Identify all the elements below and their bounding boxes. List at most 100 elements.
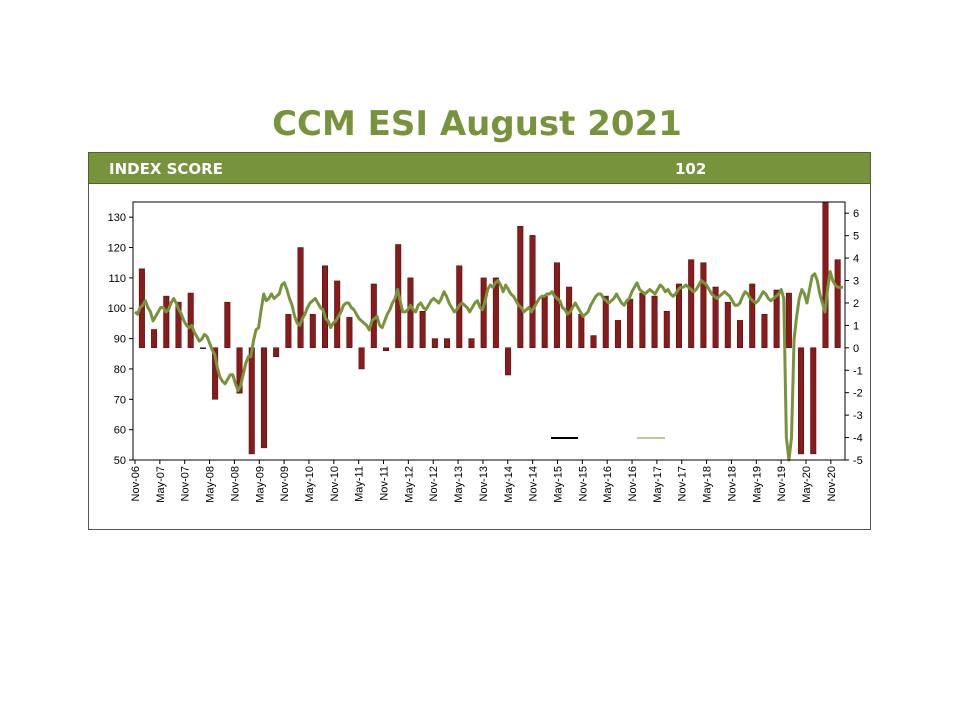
x-tick-label: May-15 xyxy=(552,466,564,503)
bar xyxy=(431,338,438,348)
right-tick-label: 2 xyxy=(853,298,859,310)
x-tick-label: Nov-06 xyxy=(130,466,142,501)
x-tick-label: May-12 xyxy=(403,466,415,503)
bar xyxy=(151,329,158,348)
x-tick-label: May-19 xyxy=(751,466,763,503)
bar xyxy=(578,314,585,348)
right-tick-label: 6 xyxy=(853,208,859,220)
bar xyxy=(798,347,805,455)
bar xyxy=(602,295,609,348)
chart-frame: 50 60 70 80 90 100 110 120 130 -5 -4 -3 -2 -1 0 1 2 3 4 5 6 N… xyxy=(88,184,871,530)
x-tick-label: Nov-19 xyxy=(776,466,788,501)
bar xyxy=(590,335,597,348)
x-tick-label: Nov-10 xyxy=(329,466,341,501)
bar xyxy=(492,277,499,348)
right-tick-label: -5 xyxy=(853,455,863,467)
right-tick-label: 5 xyxy=(853,231,859,243)
bar xyxy=(199,347,206,349)
bar xyxy=(541,295,548,348)
bar xyxy=(309,314,316,348)
bar xyxy=(810,347,817,455)
bar xyxy=(468,338,475,348)
left-tick-label: 70 xyxy=(114,394,126,406)
x-tick-label: May-16 xyxy=(602,466,614,503)
bar xyxy=(224,301,231,348)
bar xyxy=(187,292,194,348)
bar xyxy=(444,338,451,348)
right-tick-label: -1 xyxy=(853,365,863,377)
bar xyxy=(297,247,304,348)
x-tick-label: May-11 xyxy=(354,466,366,502)
bar xyxy=(724,301,731,348)
bar xyxy=(346,317,353,348)
x-tick-label: Nov-12 xyxy=(428,466,440,501)
trend-line xyxy=(134,270,843,462)
right-tick-label: 0 xyxy=(853,343,859,355)
x-tick-label: May-13 xyxy=(453,466,465,503)
right-tick-label: 4 xyxy=(853,253,859,265)
bar xyxy=(614,320,621,348)
x-tick-label: May-09 xyxy=(254,466,266,503)
bar xyxy=(480,277,487,348)
bar xyxy=(419,311,426,348)
bar xyxy=(663,311,670,348)
left-tick-label: 120 xyxy=(108,243,126,255)
left-tick-label: 90 xyxy=(114,334,126,346)
x-tick-label: Nov-20 xyxy=(826,466,838,501)
page-title: CCM ESI August 2021 xyxy=(272,104,682,144)
bar xyxy=(700,262,707,348)
x-tick-label: Nov-07 xyxy=(180,466,192,501)
bar xyxy=(761,314,768,348)
bar xyxy=(175,301,182,348)
x-tick-label: May-20 xyxy=(801,466,813,503)
bar xyxy=(566,286,573,348)
right-tick-label: 3 xyxy=(853,276,859,288)
x-tick-label: Nov-14 xyxy=(528,466,540,501)
bar xyxy=(163,295,170,348)
bar xyxy=(749,283,756,348)
bar xyxy=(358,347,365,370)
x-tick-label: May-10 xyxy=(304,466,316,503)
left-tick-label: 110 xyxy=(108,273,126,285)
bar xyxy=(517,226,524,348)
x-tick-label: May-14 xyxy=(503,466,515,503)
left-tick-label: 100 xyxy=(108,303,126,315)
plot-area xyxy=(132,201,846,461)
left-tick-label: 130 xyxy=(108,212,126,224)
bar xyxy=(785,292,792,348)
x-tick-label: Nov-13 xyxy=(478,466,490,501)
bar xyxy=(321,265,328,348)
x-tick-label: Nov-08 xyxy=(229,466,241,501)
index-score-banner: INDEX SCORE 102 xyxy=(88,152,871,184)
bar xyxy=(529,235,536,348)
bar xyxy=(260,347,267,449)
left-tick-label: 80 xyxy=(114,364,126,376)
bar xyxy=(407,277,414,348)
bar xyxy=(675,283,682,348)
bar xyxy=(651,295,658,348)
bar xyxy=(383,347,390,351)
bar xyxy=(688,259,695,348)
x-tick-label: Nov-18 xyxy=(726,466,738,501)
right-tick-label: -4 xyxy=(853,433,863,445)
x-tick-label: May-18 xyxy=(702,466,714,503)
x-tick-label: Nov-09 xyxy=(279,466,291,501)
index-score-label: INDEX SCORE xyxy=(109,160,223,178)
bar xyxy=(273,347,280,358)
x-tick-label: May-17 xyxy=(652,466,664,503)
bar xyxy=(505,347,512,376)
x-tick-label: May-07 xyxy=(155,466,167,503)
bar xyxy=(639,292,646,348)
x-tick-label: Nov-16 xyxy=(627,466,639,501)
right-tick-label: -2 xyxy=(853,388,863,400)
bar xyxy=(236,347,243,394)
bar xyxy=(712,286,719,348)
right-tick-label: -3 xyxy=(853,410,863,422)
bar xyxy=(627,298,634,348)
left-tick-label: 60 xyxy=(114,425,126,437)
index-score-value: 102 xyxy=(675,160,707,178)
x-tick-label: Nov-11 xyxy=(379,466,391,501)
bar xyxy=(737,320,744,348)
x-tick-label: Nov-15 xyxy=(577,466,589,501)
left-tick-label: 50 xyxy=(114,455,126,467)
